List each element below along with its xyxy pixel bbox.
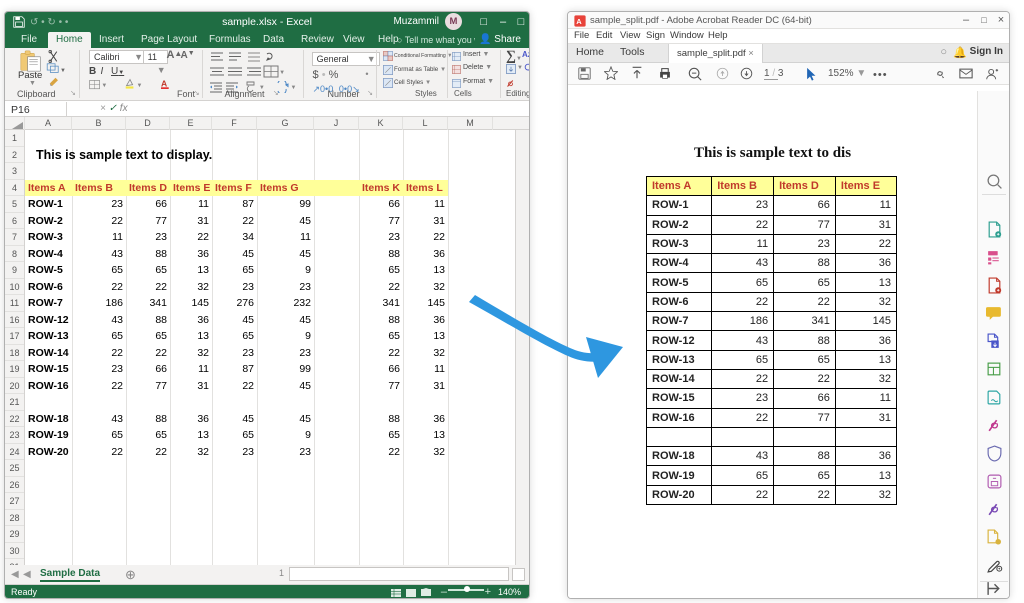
svg-text:A: A xyxy=(576,17,582,26)
svg-text:A: A xyxy=(161,78,167,88)
